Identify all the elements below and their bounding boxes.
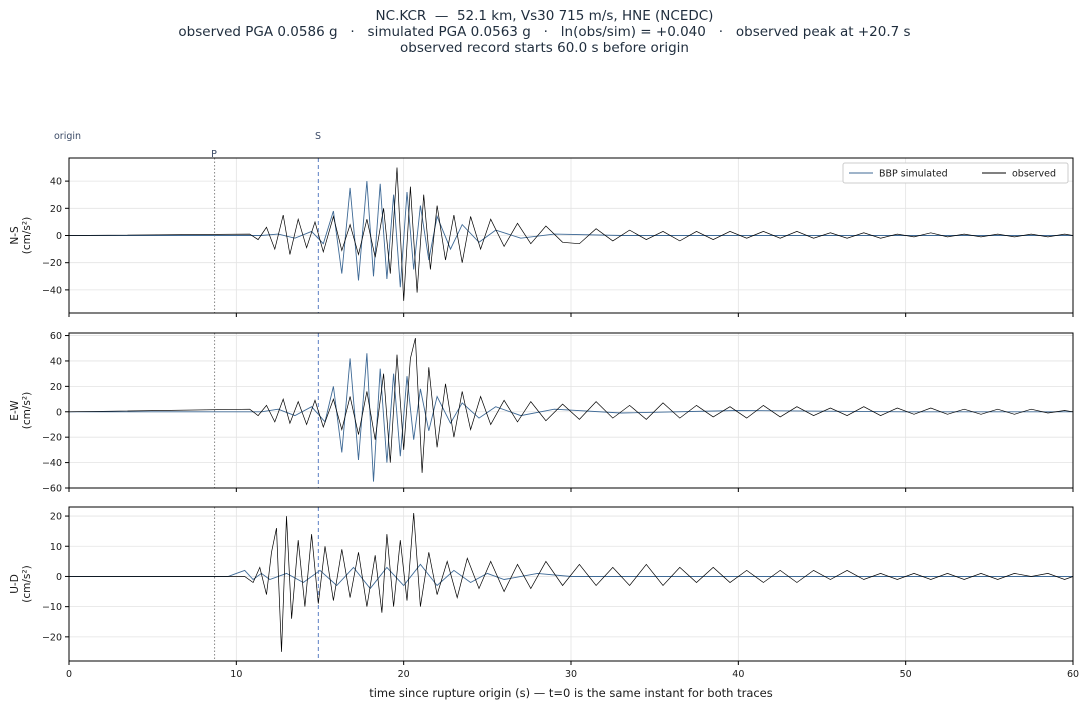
- x-tick-label: 50: [900, 669, 912, 680]
- y-tick-label: −10: [42, 602, 62, 613]
- observed-trace: [68, 167, 1074, 301]
- s-marker-label: S: [315, 131, 321, 142]
- legend-box: [842, 162, 1069, 184]
- y-tick-label: −20: [42, 258, 62, 269]
- legend: BBP simulated observed: [842, 162, 1069, 184]
- chart-title: NC.KCR — 52.1 km, Vs30 715 m/s, HNE (NCE…: [0, 8, 1089, 56]
- simulated-trace: [69, 563, 1073, 590]
- simulated-trace: [69, 181, 1073, 288]
- legend-label-simulated: BBP simulated: [879, 169, 948, 180]
- y-tick-label: 20: [50, 204, 62, 215]
- observed-trace: [68, 338, 1074, 473]
- y-tick-label: 40: [50, 356, 62, 367]
- observed-trace: [69, 512, 1074, 652]
- y-axis-label: U-D: [9, 574, 21, 594]
- p-marker-label: P: [211, 149, 217, 160]
- y-tick-label: −60: [42, 484, 62, 495]
- x-axis-label: time since rupture origin (s) — t=0 is t…: [369, 686, 773, 700]
- origin-marker-label: origin: [54, 131, 81, 142]
- y-tick-label: 20: [50, 512, 62, 523]
- y-axis-unit: (cm/s²): [21, 217, 33, 254]
- title-line-1: NC.KCR — 52.1 km, Vs30 715 m/s, HNE (NCE…: [375, 8, 714, 24]
- x-tick-label: 0: [66, 669, 72, 680]
- x-tick-label: 40: [732, 669, 744, 680]
- panel-ud: −20 −10 0 10 20 U-D (cm/s²): [9, 506, 1074, 665]
- x-tick-label: 30: [565, 669, 577, 680]
- panel-ew: −60 −40 −20 0 20 40 60 E-W (cm/s²): [9, 331, 1074, 495]
- y-tick-label: −20: [42, 632, 62, 643]
- y-axis-unit: (cm/s²): [21, 392, 33, 429]
- simulated-trace: [69, 353, 1073, 482]
- y-axis-label: E-W: [9, 400, 21, 421]
- y-tick-label: 10: [50, 542, 62, 553]
- x-tick-label: 10: [230, 669, 242, 680]
- y-tick-label: −20: [42, 433, 62, 444]
- y-tick-label: 0: [56, 407, 62, 418]
- title-line-3: observed record starts 60.0 s before ori…: [400, 40, 689, 56]
- x-tick-label: 20: [398, 669, 410, 680]
- x-tick-label: 60: [1067, 669, 1079, 680]
- y-tick-label: 0: [56, 572, 62, 583]
- y-tick-label: 40: [50, 177, 62, 188]
- legend-label-observed: observed: [1012, 169, 1056, 180]
- y-tick-label: 20: [50, 382, 62, 393]
- y-tick-label: 0: [56, 231, 62, 242]
- y-tick-label: 60: [50, 331, 62, 342]
- y-axis-unit: (cm/s²): [21, 565, 33, 602]
- title-line-2: observed PGA 0.0586 g · simulated PGA 0.…: [178, 24, 911, 40]
- y-axis-label: N-S: [9, 226, 21, 245]
- y-tick-label: −40: [42, 458, 62, 469]
- y-tick-label: −40: [42, 285, 62, 296]
